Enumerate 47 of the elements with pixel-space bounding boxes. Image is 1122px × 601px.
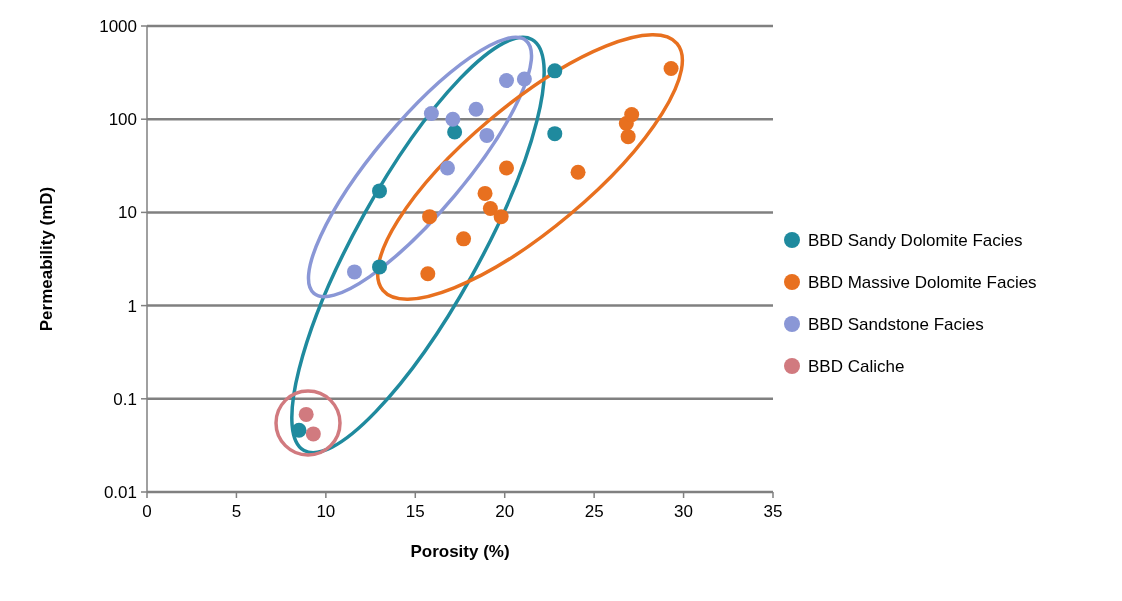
legend-label: BBD Massive Dolomite Facies [808,272,1037,292]
x-tick-label: 35 [763,502,783,521]
y-tick-label: 0.1 [113,389,137,409]
point [346,264,362,280]
point [477,185,493,201]
point [663,60,679,76]
y-tick-label: 1 [127,296,137,316]
point [447,124,463,140]
point [547,63,563,79]
point [456,231,472,247]
x-tick-label: 10 [316,502,336,521]
point [547,126,563,142]
point [499,73,514,89]
point [445,111,461,127]
point [423,106,439,122]
x-tick-label: 30 [674,502,694,521]
point [291,422,307,438]
point [516,71,532,87]
point [420,266,436,282]
y-tick-label: 0.01 [103,482,137,502]
point [372,183,388,199]
point [624,107,640,123]
y-tick-label: 10 [118,203,137,223]
x-tick-label: 15 [405,502,425,521]
x-tick-label: 0 [142,502,152,521]
y-tick-label: 100 [108,110,137,130]
point [468,101,484,117]
point [482,201,498,217]
x-tick-label: 5 [231,502,242,521]
point [298,406,314,422]
point [422,209,438,225]
point [570,164,586,180]
point [493,209,509,225]
point [479,127,495,143]
point [372,259,388,275]
legend-label: BBD Sandstone Facies [808,314,984,334]
x-tick-label: 20 [495,502,515,521]
legend-label: BBD Caliche [808,356,905,376]
x-tick-label: 25 [584,502,604,521]
x-axis-title: Porosity (%) [410,542,510,561]
point [620,129,636,145]
legend-label: BBD Sandy Dolomite Facies [808,230,1023,250]
point [305,426,321,442]
y-tick-label: 1000 [99,16,137,36]
point [499,160,514,176]
point [439,160,455,176]
y-axis-title: Permeability (mD) [37,186,56,332]
